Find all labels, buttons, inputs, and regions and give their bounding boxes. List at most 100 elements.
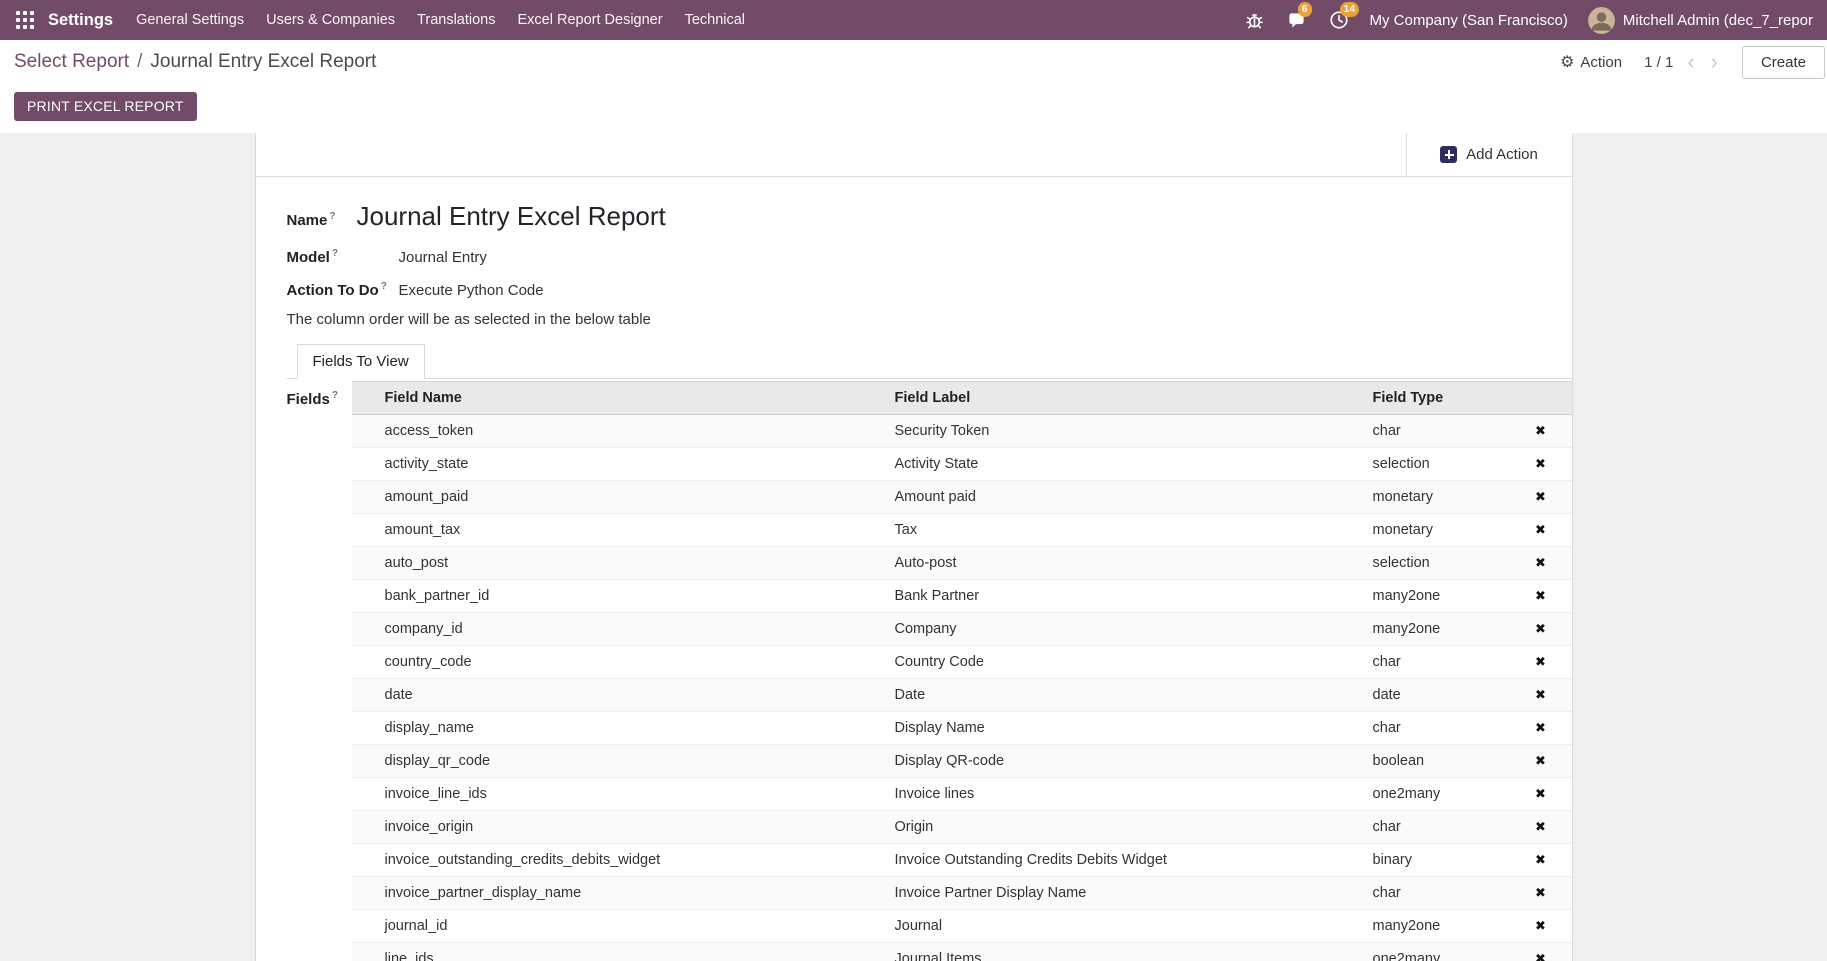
delete-row-icon[interactable]: ✖ <box>1535 687 1546 702</box>
delete-row-icon[interactable]: ✖ <box>1535 456 1546 471</box>
table-row[interactable]: invoice_partner_display_name Invoice Part… <box>351 876 1572 910</box>
table-cell: Country Code <box>861 645 1340 679</box>
table-row[interactable]: access_token Security Token char ✖ <box>351 414 1572 448</box>
delete-row-icon[interactable]: ✖ <box>1535 555 1546 570</box>
delete-row-icon[interactable]: ✖ <box>1535 720 1546 735</box>
menu-translations[interactable]: Translations <box>417 12 496 28</box>
table-cell: invoice_partner_display_name <box>351 876 862 910</box>
delete-cell: ✖ <box>1509 480 1572 514</box>
delete-row-icon[interactable]: ✖ <box>1535 819 1546 834</box>
action-menu-button[interactable]: ⚙ Action <box>1560 52 1622 72</box>
delete-cell: ✖ <box>1509 876 1572 910</box>
table-cell: selection <box>1339 447 1510 481</box>
action-to-do-field-value: Execute Python Code <box>398 282 544 299</box>
column-order-note: The column order will be as selected in … <box>286 311 651 328</box>
table-cell: Invoice Partner Display Name <box>861 876 1340 910</box>
table-row[interactable]: country_code Country Code char ✖ <box>351 645 1572 679</box>
apps-menu-icon[interactable] <box>16 11 34 29</box>
table-row[interactable]: bank_partner_id Bank Partner many2one ✖ <box>351 579 1572 613</box>
menu-users-companies[interactable]: Users & Companies <box>266 12 396 28</box>
table-cell: many2one <box>1339 612 1510 646</box>
add-action-label: Add Action <box>1466 146 1538 163</box>
column-header-field-name[interactable]: Field Name <box>351 381 862 415</box>
pager-previous-icon[interactable]: ‹ <box>1687 49 1695 74</box>
control-panel: Select Report / Journal Entry Excel Repo… <box>0 40 1827 84</box>
table-cell: selection <box>1339 546 1510 580</box>
delete-cell: ✖ <box>1509 744 1572 778</box>
delete-row-icon[interactable]: ✖ <box>1535 588 1546 603</box>
fields-table-body: access_token Security Token char ✖ activity_… <box>351 414 1572 961</box>
column-header-field-type[interactable]: Field Type <box>1339 381 1510 415</box>
table-row[interactable]: activity_state Activity State selection ✖ <box>351 447 1572 481</box>
table-row[interactable]: invoice_line_ids Invoice lines one2many ✖ <box>351 777 1572 811</box>
column-header-field-label[interactable]: Field Label <box>861 381 1340 415</box>
menu-excel-report-designer[interactable]: Excel Report Designer <box>517 12 663 28</box>
table-cell: amount_paid <box>351 480 862 514</box>
model-field-value: Journal Entry <box>398 249 487 266</box>
user-menu[interactable]: Mitchell Admin (dec_7_repor <box>1587 6 1813 34</box>
delete-column-header <box>1509 381 1572 415</box>
fields-field-label: Fields? <box>286 390 338 408</box>
add-action-button[interactable]: Add Action <box>1405 133 1572 176</box>
delete-row-icon[interactable]: ✖ <box>1535 753 1546 768</box>
user-name: Mitchell Admin (dec_7_repor <box>1622 11 1813 29</box>
menu-technical[interactable]: Technical <box>684 12 746 28</box>
table-cell: display_qr_code <box>351 744 862 778</box>
app-title[interactable]: Settings <box>48 10 114 29</box>
table-cell: Date <box>861 678 1340 712</box>
table-row[interactable]: auto_post Auto-post selection ✖ <box>351 546 1572 580</box>
delete-cell: ✖ <box>1509 942 1572 961</box>
pager-next-icon[interactable]: › <box>1710 49 1718 74</box>
table-cell: display_name <box>351 711 862 745</box>
delete-row-icon[interactable]: ✖ <box>1535 489 1546 504</box>
delete-row-icon[interactable]: ✖ <box>1535 621 1546 636</box>
company-switcher[interactable]: My Company (San Francisco) <box>1369 11 1568 29</box>
delete-row-icon[interactable]: ✖ <box>1535 885 1546 900</box>
delete-cell: ✖ <box>1509 843 1572 877</box>
table-cell: amount_tax <box>351 513 862 547</box>
table-row[interactable]: display_name Display Name char ✖ <box>351 711 1572 745</box>
table-cell: Amount paid <box>861 480 1340 514</box>
delete-cell: ✖ <box>1509 612 1572 646</box>
tab-fields-to-view[interactable]: Fields To View <box>296 344 425 379</box>
delete-row-icon[interactable]: ✖ <box>1535 522 1546 537</box>
table-cell: many2one <box>1339 909 1510 943</box>
table-row[interactable]: amount_paid Amount paid monetary ✖ <box>351 480 1572 514</box>
delete-row-icon[interactable]: ✖ <box>1535 423 1546 438</box>
delete-row-icon[interactable]: ✖ <box>1535 786 1546 801</box>
table-row[interactable]: invoice_origin Origin char ✖ <box>351 810 1572 844</box>
table-cell: char <box>1372 423 1401 439</box>
table-cell: boolean <box>1339 744 1510 778</box>
table-cell: Security Token <box>894 423 990 439</box>
table-row[interactable]: invoice_outstanding_credits_debits_widge… <box>351 843 1572 877</box>
name-field-value: Journal Entry Excel Report <box>356 201 666 231</box>
name-field-label: Name? <box>286 211 336 229</box>
breadcrumb-parent[interactable]: Select Report <box>14 51 130 72</box>
create-button[interactable]: Create <box>1741 45 1825 79</box>
table-row[interactable]: journal_id Journal many2one ✖ <box>351 909 1572 943</box>
delete-row-icon[interactable]: ✖ <box>1535 852 1546 867</box>
table-cell: Journal Items <box>861 942 1340 961</box>
table-row[interactable]: amount_tax Tax monetary ✖ <box>351 513 1572 547</box>
fields-table-header-row: Field Name Field Label Field Type <box>351 381 1572 415</box>
delete-row-icon[interactable]: ✖ <box>1535 951 1546 961</box>
table-row[interactable]: date Date date ✖ <box>351 678 1572 712</box>
table-row[interactable]: display_qr_code Display QR-code boolean ✖ <box>351 744 1572 778</box>
table-row[interactable]: line_ids Journal Items one2many ✖ <box>351 942 1572 961</box>
delete-cell: ✖ <box>1510 415 1572 448</box>
delete-cell: ✖ <box>1509 546 1572 580</box>
action-to-do-field-label: Action To Do? <box>286 281 387 299</box>
menu-general-settings[interactable]: General Settings <box>136 12 245 28</box>
table-row[interactable]: company_id Company many2one ✖ <box>351 612 1572 646</box>
messages-badge: 6 <box>1297 2 1312 17</box>
delete-cell: ✖ <box>1509 810 1572 844</box>
delete-row-icon[interactable]: ✖ <box>1535 654 1546 669</box>
delete-row-icon[interactable]: ✖ <box>1535 918 1546 933</box>
table-cell: char <box>1339 645 1510 679</box>
debug-icon[interactable] <box>1244 9 1266 31</box>
table-cell: Origin <box>861 810 1340 844</box>
activities-icon[interactable]: 14 <box>1328 2 1360 31</box>
form-body: Name? Journal Entry Excel Report Model? … <box>256 177 1572 961</box>
print-excel-report-button[interactable]: PRINT EXCEL REPORT <box>14 92 197 121</box>
messages-icon[interactable]: 6 <box>1286 2 1312 31</box>
